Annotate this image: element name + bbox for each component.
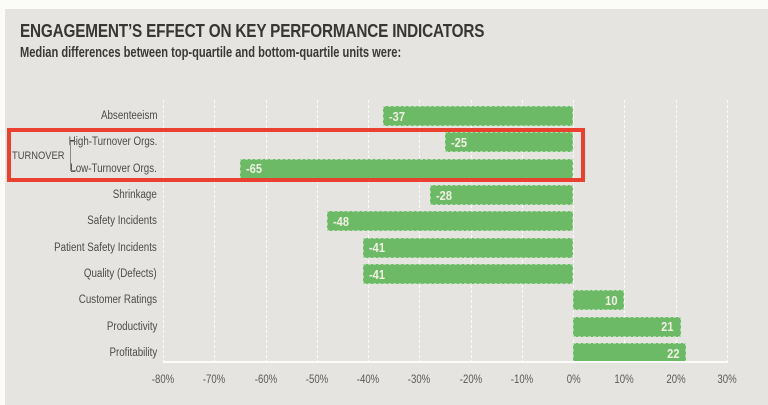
x-tick-text: -70% xyxy=(203,372,226,386)
x-tick-text: -50% xyxy=(305,372,329,386)
gridline--20% xyxy=(470,100,472,363)
category-label-text: High-Turnover Orgs. xyxy=(68,136,157,149)
gridline-20% xyxy=(675,100,677,363)
turnover-highlight-box xyxy=(7,128,585,182)
gridline--40% xyxy=(368,100,370,363)
x-tick-text: 0% xyxy=(566,372,581,386)
x-tick--30%: -30% xyxy=(389,372,449,387)
bar: -37 xyxy=(383,106,574,126)
x-tick-text: -30% xyxy=(408,372,431,386)
x-tick--80%: -80% xyxy=(133,372,193,387)
x-tick--50%: -50% xyxy=(287,372,347,387)
gridline--70% xyxy=(214,100,216,363)
x-tick--10%: -10% xyxy=(492,372,552,387)
category-label: Shrinkage xyxy=(0,188,157,202)
category-label: Quality (Defects) xyxy=(0,267,157,281)
bar: -28 xyxy=(429,185,574,206)
bar-value-label: 10 xyxy=(605,292,618,308)
chart-subtitle: Median differences between top-quartile … xyxy=(20,44,402,61)
category-label-text: Safety Incidents xyxy=(87,215,157,228)
bar-value-label: 21 xyxy=(661,319,674,335)
x-tick--40%: -40% xyxy=(338,372,398,387)
bar-value-label: -48 xyxy=(333,213,350,229)
bar: 10 xyxy=(573,290,625,311)
x-tick-20%: 20% xyxy=(646,372,706,387)
bar: -25 xyxy=(445,132,574,153)
chart-title: ENGAGEMENT’S EFFECT ON KEY PERFORMANCE I… xyxy=(20,21,485,41)
category-label: Customer Ratings xyxy=(0,293,157,307)
x-tick-0%: 0% xyxy=(543,372,603,387)
gridline--50% xyxy=(316,100,318,363)
x-tick-30%: 30% xyxy=(697,372,757,387)
x-axis-line xyxy=(163,361,727,363)
bar-value-label: -37 xyxy=(389,108,406,124)
category-label-text: Productivity xyxy=(106,320,157,333)
x-tick-10%: 10% xyxy=(594,372,654,387)
x-tick-text: 10% xyxy=(614,372,635,386)
x-tick-text: 20% xyxy=(666,372,686,386)
x-tick--20%: -20% xyxy=(441,372,501,387)
category-label: Low-Turnover Orgs. xyxy=(0,162,157,176)
turnover-group-label: TURNOVER xyxy=(12,150,65,162)
gridline--10% xyxy=(521,100,523,363)
category-label-text: Patient Safety Incidents xyxy=(54,241,157,254)
gridline--60% xyxy=(265,100,267,363)
bar-value-label: -41 xyxy=(368,266,385,282)
x-tick--70%: -70% xyxy=(184,372,244,387)
gridline-30% xyxy=(727,100,728,363)
category-label-text: Profitability xyxy=(109,347,157,360)
chart-panel-background xyxy=(5,9,768,405)
category-label: Absenteeism xyxy=(0,109,157,123)
bar-value-label: 22 xyxy=(666,345,679,361)
x-tick--60%: -60% xyxy=(236,372,296,387)
category-label-text: Low-Turnover Orgs. xyxy=(70,162,157,175)
bar-value-label: -65 xyxy=(245,161,262,177)
bar: -41 xyxy=(362,264,574,285)
bar: -48 xyxy=(327,211,574,232)
bar: -41 xyxy=(362,237,574,258)
category-label: Safety Incidents xyxy=(0,214,157,228)
x-tick-text: -10% xyxy=(510,372,534,386)
bar-value-label: -25 xyxy=(451,134,467,150)
category-label-text: Shrinkage xyxy=(112,189,157,202)
x-tick-text: -80% xyxy=(151,372,175,386)
category-label: Productivity xyxy=(0,320,157,334)
category-label: High-Turnover Orgs. xyxy=(0,135,157,149)
x-tick-text: -40% xyxy=(356,372,380,386)
category-label-text: Customer Ratings xyxy=(78,294,157,307)
x-tick-text: -60% xyxy=(254,372,277,386)
bar-value-label: -28 xyxy=(435,187,452,203)
turnover-group-bracket-icon xyxy=(70,141,77,171)
bar: 21 xyxy=(573,316,681,337)
bar-value-label: -41 xyxy=(368,240,385,256)
gridline-10% xyxy=(624,100,626,363)
x-tick-text: -20% xyxy=(459,372,482,386)
gridline-0% xyxy=(573,100,575,363)
gridline--30% xyxy=(419,100,421,363)
gridline--80% xyxy=(163,100,164,363)
x-tick-text: 30% xyxy=(717,372,737,386)
category-label: Patient Safety Incidents xyxy=(0,241,157,255)
category-label-text: Quality (Defects) xyxy=(84,268,157,281)
category-label-text: Absenteeism xyxy=(100,110,157,122)
category-label: Profitability xyxy=(0,346,157,360)
